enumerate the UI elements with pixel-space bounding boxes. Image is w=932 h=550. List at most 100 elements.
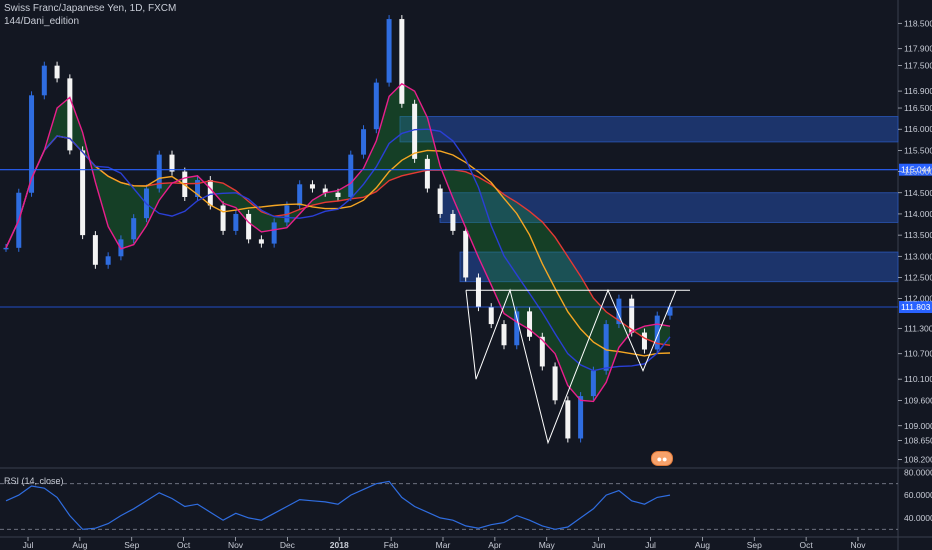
candle-body (399, 19, 405, 104)
candle-body (195, 180, 201, 197)
candle-body (424, 158, 430, 189)
candle-body (233, 213, 239, 231)
rsi-tick-label: 60.0000 (904, 490, 932, 500)
candle-body (514, 311, 520, 346)
ma-cloud (6, 83, 670, 402)
price-tick-label: 116.900 (904, 86, 932, 96)
time-tick-label: Sep (124, 540, 139, 550)
price-tick-label: 117.500 (904, 61, 932, 71)
candle-body (616, 298, 622, 325)
candle-body (169, 154, 175, 172)
price-tick-label: 114.000 (904, 209, 932, 219)
candle-body (667, 307, 673, 316)
time-tick-label: Oct (177, 540, 191, 550)
time-axis: Jul Aug Sep Oct Nov Dec 2018 Feb Mar Apr May Jun Jul… (23, 537, 866, 550)
time-tick-label: Nov (228, 540, 244, 550)
rsi-line (5, 480, 671, 530)
candle-body (361, 129, 367, 155)
rsi-tick-label: 40.0000 (904, 513, 932, 523)
price-tick-label: 109.000 (904, 421, 932, 431)
time-tick-label: Dec (280, 540, 296, 550)
price-label-box (899, 301, 932, 314)
candle-body (335, 192, 341, 197)
candle-body (629, 298, 635, 333)
price-tick-label: 118.500 (904, 18, 932, 28)
candle-body (527, 311, 533, 337)
alert-icon[interactable]: ●● (651, 451, 673, 466)
candle-body (246, 213, 252, 240)
price-tick-label: 112.000 (904, 294, 932, 304)
candle-body (220, 205, 226, 231)
candle-body (565, 400, 571, 439)
time-tick-label: Nov (850, 540, 866, 550)
price-tick-label: 113.000 (904, 251, 932, 261)
price-tick-label: 115.000 (904, 167, 932, 177)
indicator-name: 144/Dani_edition (4, 16, 80, 27)
price-tick-label: 116.500 (904, 103, 932, 113)
price-tick-label: 110.700 (904, 349, 932, 359)
time-tick-label: Jul (645, 540, 656, 550)
price-tick-label: 117.900 (904, 44, 932, 54)
price-tick-label: 114.500 (904, 188, 932, 198)
ma-magenta-line (5, 82, 671, 403)
price-tick-label: 112.500 (904, 272, 932, 282)
candle-body (386, 19, 392, 83)
price-tick-label: 108.650 (904, 436, 932, 446)
ma-cloud-fills (6, 83, 670, 402)
price-label: 115.044 (901, 165, 931, 175)
candle-body (412, 103, 418, 159)
candle-body (603, 324, 609, 371)
price-tick-label: 113.500 (904, 230, 932, 240)
price-axis: 118.500 117.900 117.500 116.900 116.500 116.0… (898, 18, 932, 465)
candle-body (348, 154, 354, 197)
price-tick-label: 108.200 (904, 455, 932, 465)
candle-body (552, 366, 558, 401)
price-tick-label: 110.100 (904, 374, 932, 384)
candlesticks (3, 15, 673, 443)
price-tick-label: 109.600 (904, 395, 932, 405)
candle-body (41, 65, 47, 96)
time-tick-label: Sep (747, 540, 762, 550)
candle-body (271, 222, 277, 244)
candle-body (67, 78, 73, 151)
rsi-label: RSI (14, close) (4, 476, 64, 486)
candle-body (131, 218, 137, 240)
moving-averages (5, 82, 671, 403)
price-tick-label: 111.300 (904, 323, 932, 333)
candle-body (654, 315, 660, 350)
price-label: 111.803 (901, 302, 931, 312)
time-tick-label: Oct (800, 540, 814, 550)
candle-body (437, 188, 443, 214)
candle-body (29, 95, 35, 193)
candle-body (463, 230, 469, 278)
time-tick-label: Apr (488, 540, 501, 550)
ma-blue-line (5, 128, 671, 372)
supply-zone (459, 251, 899, 283)
candle-body (322, 188, 328, 193)
time-tick-label: Aug (72, 540, 87, 550)
candle-body (105, 256, 111, 265)
candle-body (156, 154, 162, 189)
rsi-panel: 80.0000 60.0000 40.0000 (0, 467, 932, 530)
candle-body (539, 336, 545, 367)
price-label-box (899, 163, 932, 176)
inverse-head-shoulders (465, 288, 677, 445)
candle-body (501, 324, 507, 346)
candle-body (641, 332, 647, 350)
time-tick-label: Feb (384, 540, 399, 550)
supply-zones (399, 116, 899, 283)
rsi-tick-label: 80.0000 (904, 467, 932, 477)
time-tick-label: 2018 (330, 540, 349, 550)
candle-body (92, 235, 98, 265)
time-tick-label: Mar (436, 540, 451, 550)
candle-body (450, 213, 456, 231)
supply-zone (399, 116, 899, 143)
price-tick-label: 115.500 (904, 145, 932, 155)
chart-title: Swiss Franc/Japanese Yen, 1D, FXCM (4, 3, 177, 14)
time-tick-label: May (539, 540, 556, 550)
candle-body (373, 82, 379, 130)
pattern-drawing (465, 288, 690, 445)
candle-body (590, 370, 596, 397)
candle-body (80, 150, 86, 236)
